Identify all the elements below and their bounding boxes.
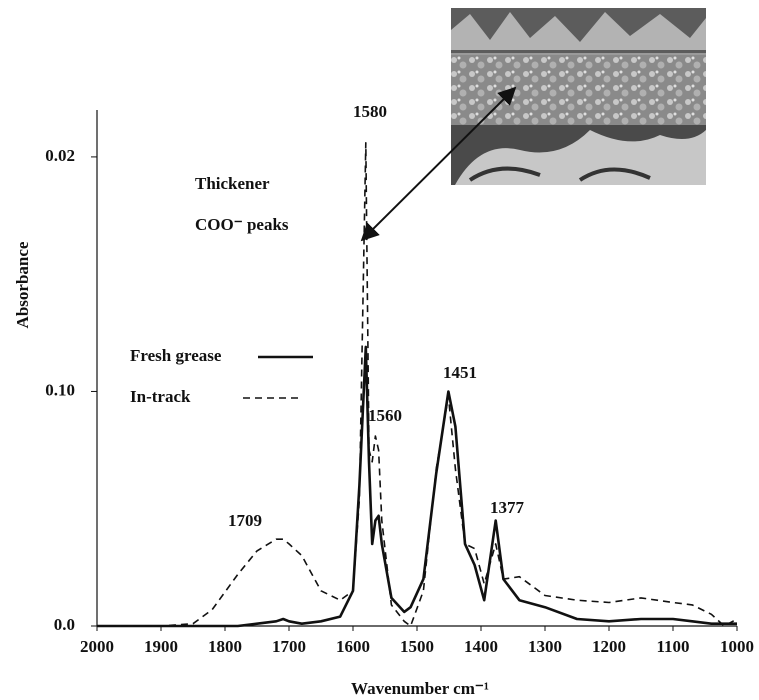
peak-label: 1709: [228, 511, 262, 530]
peak-label: 1451: [443, 363, 477, 382]
arrow: [360, 86, 517, 242]
legend-label: In-track: [130, 387, 191, 406]
x-tick-label: 1900: [144, 637, 178, 656]
series-line: [97, 142, 738, 627]
x-tick-label: 1000: [720, 637, 754, 656]
annotation: COO⁻ peaks: [195, 215, 289, 234]
x-tick-label: 2000: [80, 637, 114, 656]
peak-label: 1377: [490, 498, 525, 517]
peak-label: 1580: [353, 102, 387, 121]
x-axis-label: Wavenumber cm⁻¹: [351, 679, 489, 698]
x-tick-label: 1600: [336, 637, 370, 656]
x-tick-label: 1100: [656, 637, 689, 656]
annotation: Thickener: [195, 174, 270, 193]
x-tick-label: 1300: [528, 637, 562, 656]
x-tick-label: 1400: [464, 637, 498, 656]
peak-label: 1560: [368, 406, 402, 425]
x-tick-label: 1500: [400, 637, 434, 656]
y-tick-label: 0.02: [45, 146, 75, 165]
x-tick-label: 1200: [592, 637, 626, 656]
y-tick-label: 0.10: [45, 380, 75, 399]
legend-label: Fresh grease: [130, 346, 222, 365]
micrograph: [451, 8, 706, 185]
x-tick-label: 1800: [208, 637, 242, 656]
y-tick-label: 0.0: [54, 615, 75, 634]
x-tick-label: 1700: [272, 637, 306, 656]
y-axis-label: Absorbance: [13, 241, 32, 328]
series-line: [97, 345, 737, 628]
